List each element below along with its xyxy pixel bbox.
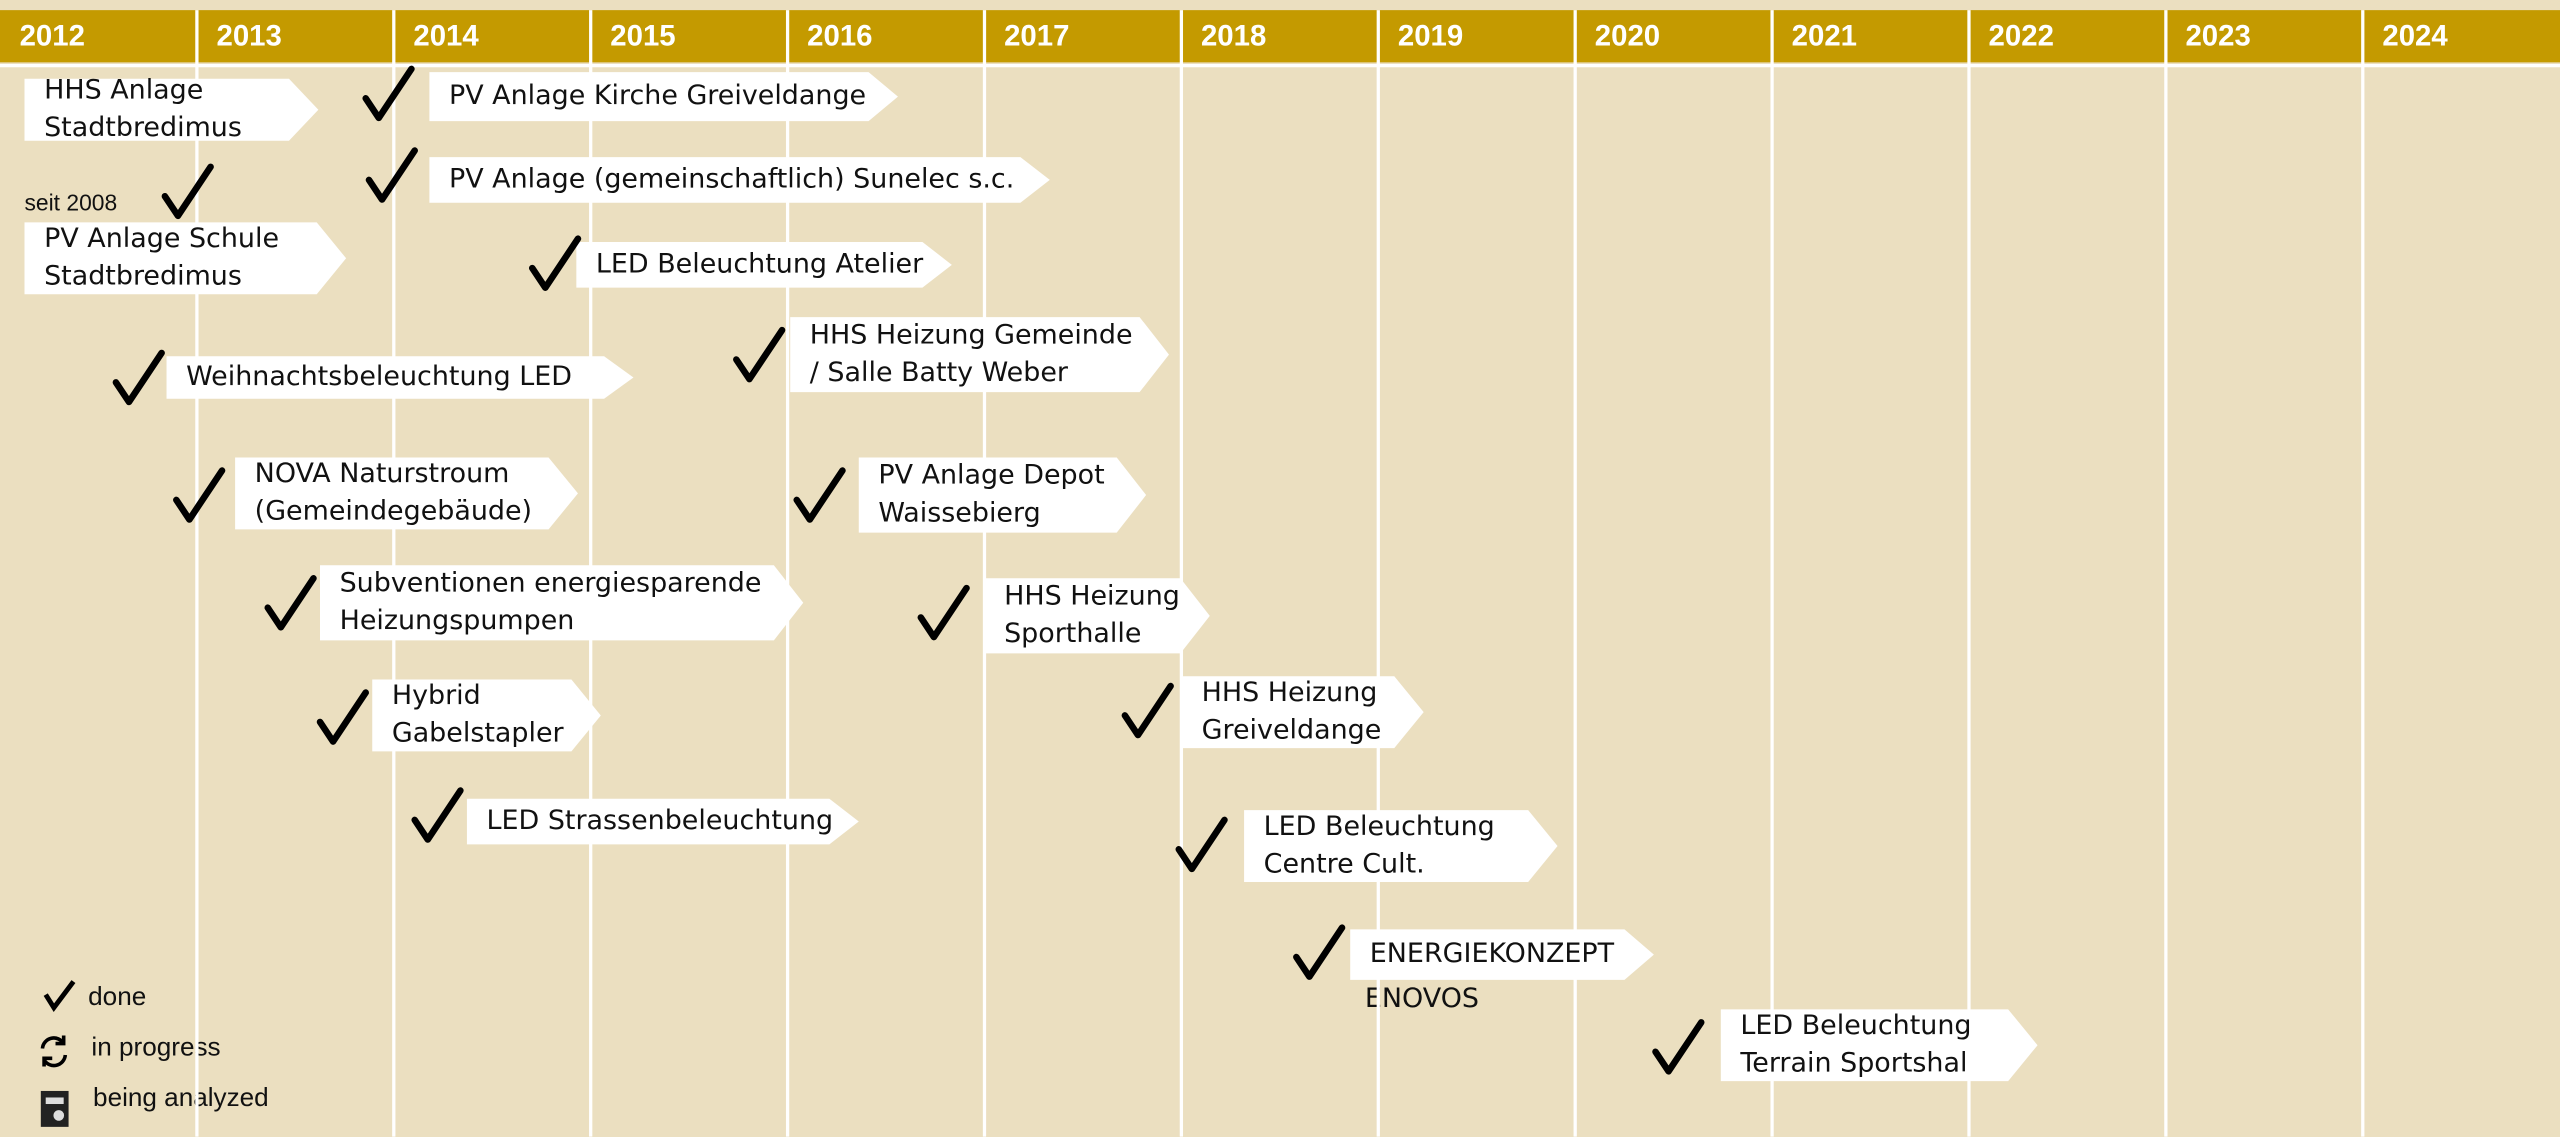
year-label: 2022 [1989, 20, 2054, 53]
item-label: PV Anlage Depot [878, 460, 1104, 491]
note: seit 2008 [24, 189, 117, 215]
done-check [528, 235, 582, 291]
item-label: LED Strassenbeleuchtung [487, 805, 834, 836]
year-bar [0, 10, 2560, 63]
done-check [316, 689, 369, 745]
item-label: / Salle Batty Weber [810, 357, 1069, 388]
year-label: 2012 [20, 20, 85, 53]
item-label: Subventionen energiesparende [340, 568, 762, 599]
item-box [1182, 676, 1424, 749]
sub-note: ENOVOS [1365, 983, 1479, 1014]
item-label: Gabelstapler [392, 718, 565, 749]
done-check [173, 467, 226, 523]
year-label: 2016 [807, 20, 872, 53]
item-label: Centre Cult. [1264, 848, 1425, 879]
done-check [264, 575, 317, 631]
year-label: 2015 [610, 20, 675, 53]
year-label: 2021 [1792, 20, 1857, 53]
done-check [793, 467, 846, 523]
item-box [858, 457, 1147, 533]
done-check [365, 147, 418, 203]
year-label: 2024 [2382, 20, 2448, 53]
item-label: PV Anlage (gemeinschaftlich) Sunelec s.c… [449, 163, 1014, 194]
item-box [372, 679, 601, 752]
item-label: Heizungspumpen [340, 605, 575, 636]
item-label: Stadtbredimus [44, 112, 242, 143]
item-label: HHS Heizung [1202, 677, 1378, 708]
item-label: ENERGIEKONZEPT [1370, 938, 1615, 969]
item-label: LED Beleuchtung Atelier [596, 248, 924, 279]
done-check [1293, 924, 1346, 980]
item-label: Sporthalle [1004, 618, 1141, 649]
year-label: 2020 [1595, 20, 1660, 53]
item-box [1720, 1009, 2038, 1082]
year-label: 2017 [1004, 20, 1069, 53]
year-label: 2023 [2185, 20, 2250, 53]
done-check [112, 349, 165, 406]
legend-label: in progress [91, 1031, 220, 1061]
done-check [411, 787, 464, 843]
item-label: NOVA Naturstroum [255, 458, 510, 489]
item-box [24, 78, 319, 141]
done-check [733, 326, 786, 383]
item-box [1350, 929, 1654, 980]
item-label: LED Beleuchtung [1264, 811, 1495, 842]
item-label: LED Beleuchtung [1740, 1010, 1971, 1041]
done-check [917, 584, 970, 641]
item-box [320, 565, 804, 641]
done-check [1121, 682, 1174, 739]
item-box [235, 457, 578, 530]
item-box [790, 317, 1169, 393]
legend-check-icon [43, 980, 76, 1013]
year-label: 2014 [413, 20, 479, 53]
item-label: PV Anlage Schule [44, 223, 279, 254]
item-box [466, 798, 859, 845]
item-box [984, 578, 1210, 654]
year-label: 2019 [1398, 20, 1463, 53]
item-box [166, 356, 634, 399]
item-label: HHS Heizung Gemeinde [810, 319, 1133, 350]
legend-label: done [88, 981, 146, 1011]
item-label: HHS Anlage [44, 74, 203, 105]
item-label: PV Anlage Kirche Greiveldange [449, 80, 866, 111]
done-check [1652, 1019, 1705, 1075]
item-label: Weihnachtsbeleuchtung LED [186, 361, 572, 392]
item-label: (Gemeindegebäude) [255, 496, 532, 527]
done-check [1175, 816, 1228, 873]
done-check [161, 163, 214, 220]
legend-progress-icon [40, 1035, 68, 1068]
item-box [24, 222, 347, 295]
item-box [576, 241, 952, 288]
item-label: Greiveldange [1202, 714, 1382, 745]
item-box [1244, 810, 1558, 882]
year-label: 2018 [1201, 20, 1266, 53]
item-label: HHS Heizung [1004, 581, 1180, 612]
item-box [429, 72, 898, 122]
item-label: Waissebierg [878, 497, 1040, 528]
item-label: Hybrid [392, 680, 481, 711]
legend-label: being analyzed [93, 1082, 269, 1112]
year-label: 2013 [216, 20, 281, 53]
legend-analyze-icon [40, 1090, 69, 1127]
item-label: Terrain Sportshal [1739, 1048, 1967, 1079]
item-label: Stadtbredimus [44, 261, 242, 292]
item-box [429, 157, 1050, 203]
done-check [362, 65, 415, 122]
